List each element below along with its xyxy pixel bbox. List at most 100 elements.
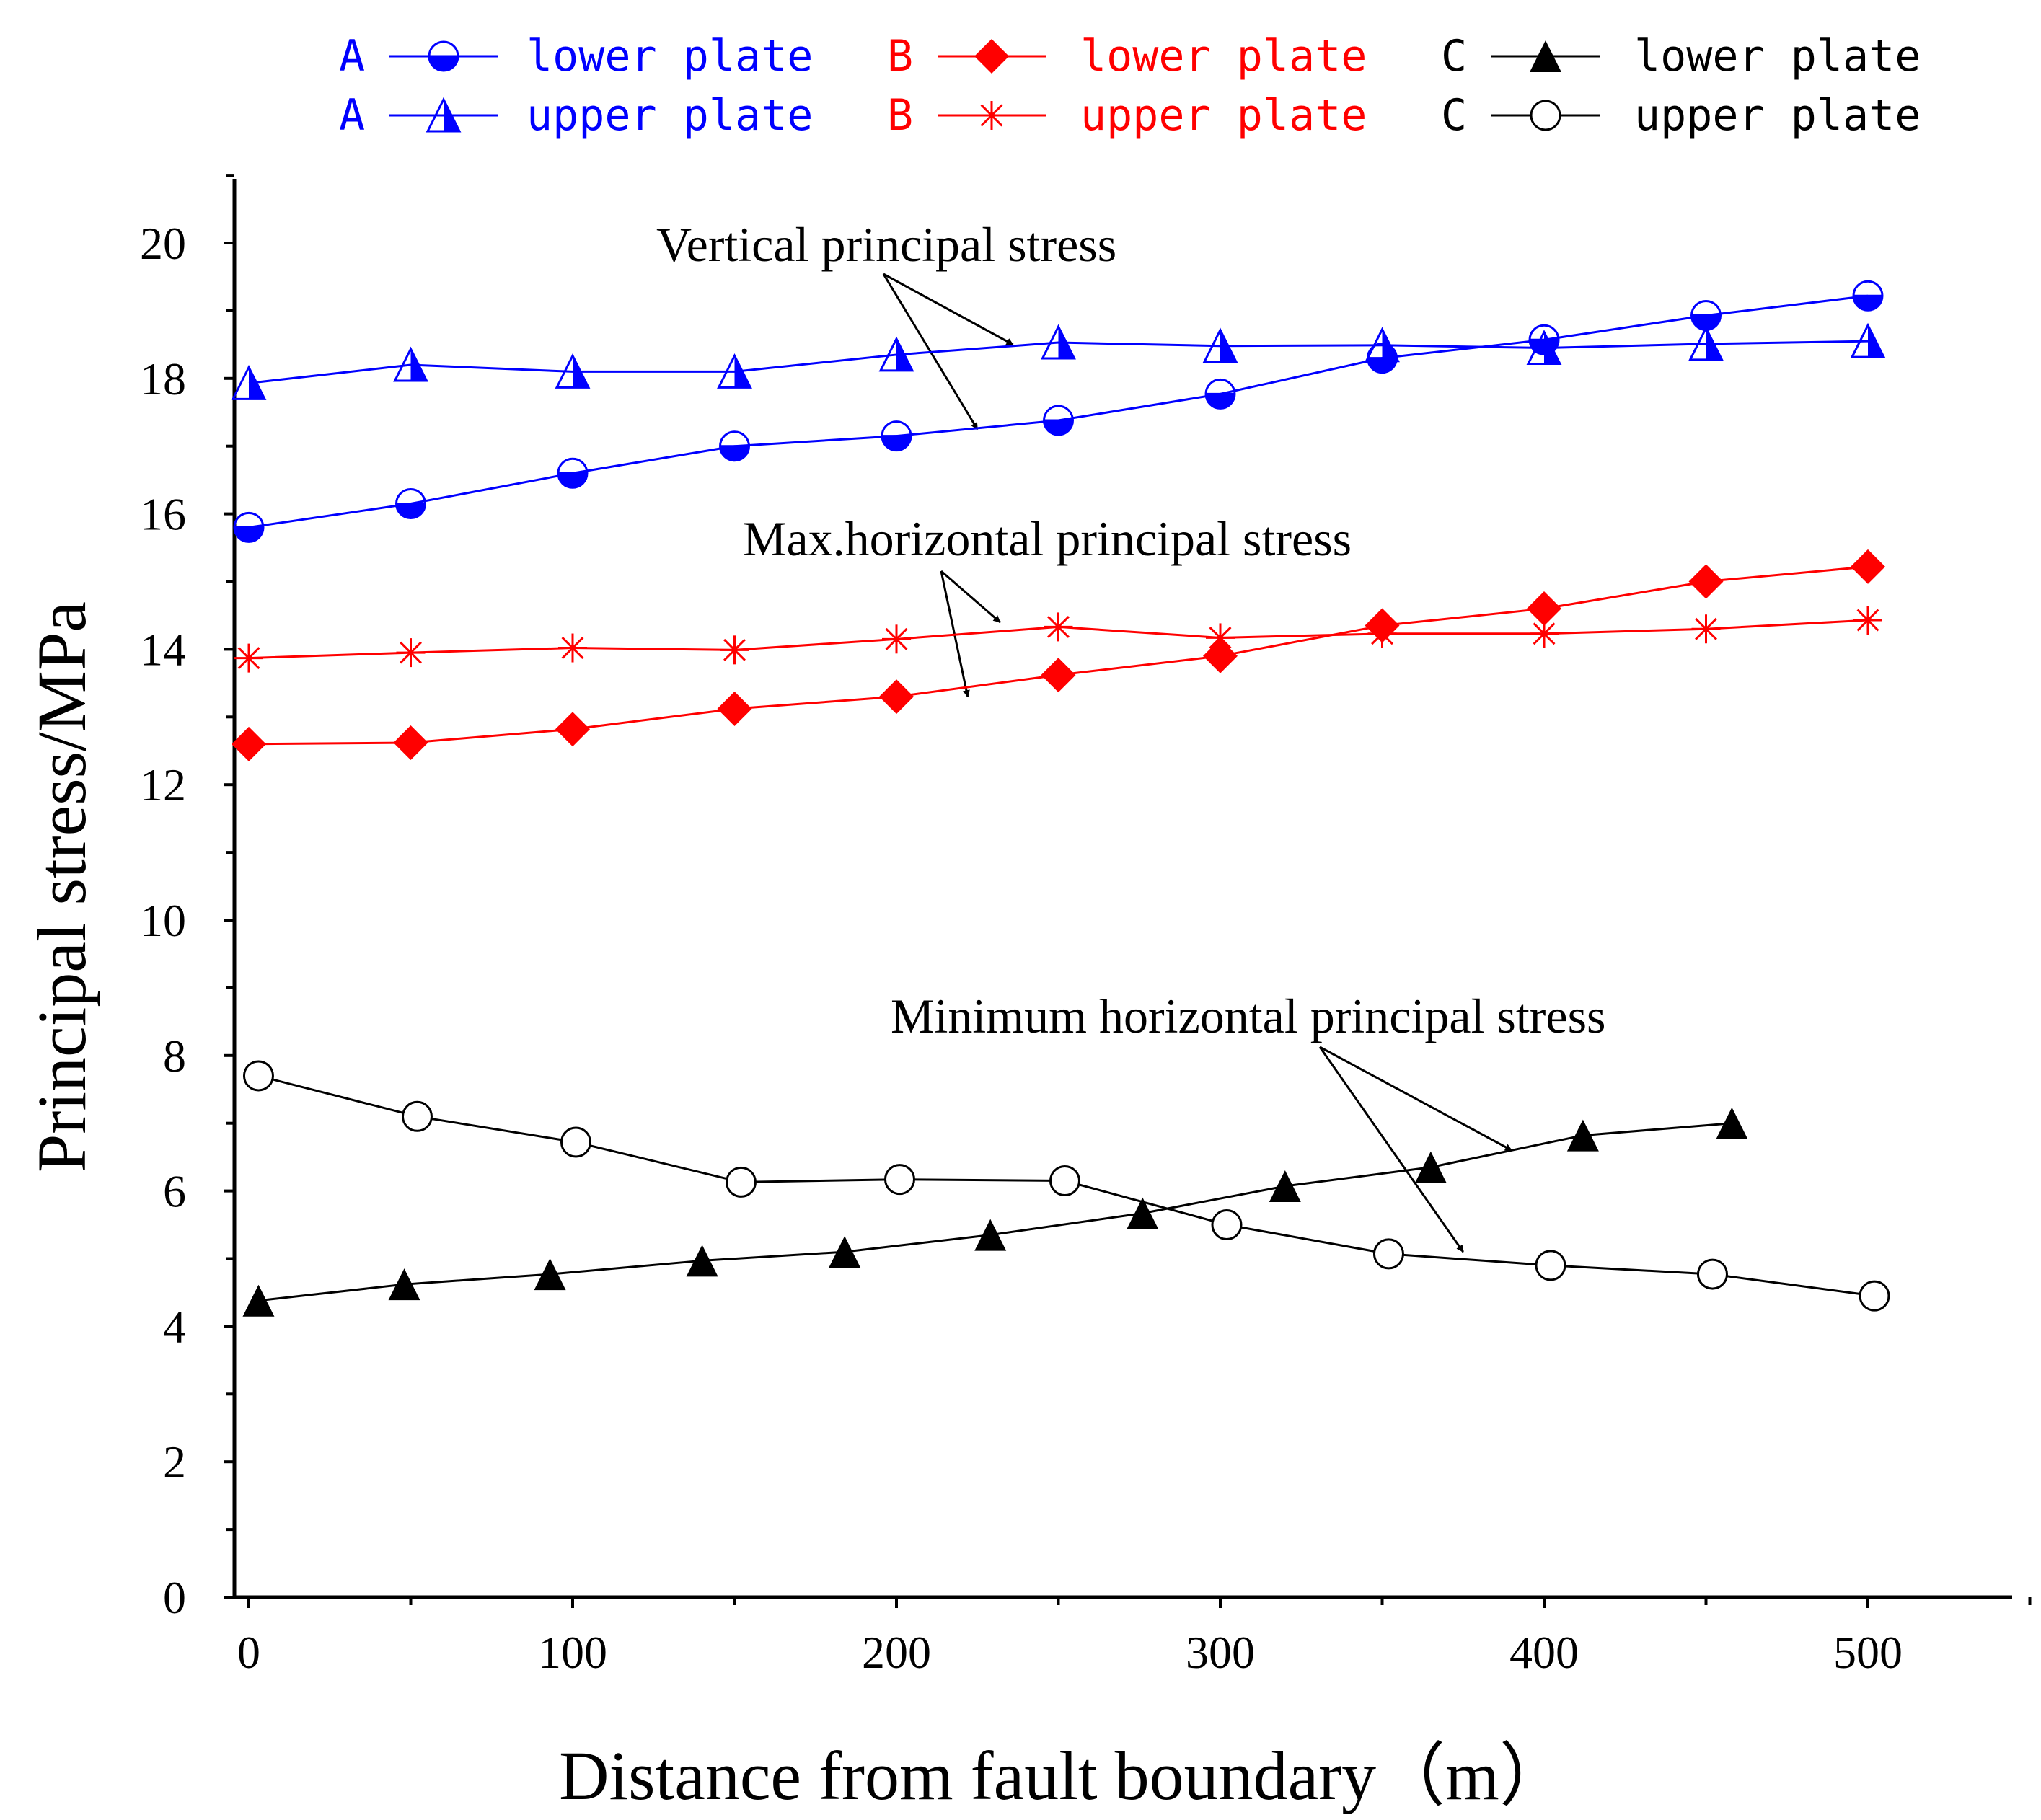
data-point-a-lower-plate-fill: [1044, 420, 1073, 436]
y-tick-label: 0: [163, 1572, 186, 1623]
data-point-a-lower-plate: [1204, 378, 1236, 410]
data-point-b-lower-plate: [1041, 658, 1076, 693]
legend-marker: [428, 40, 459, 72]
data-point-a-lower-plate: [1690, 299, 1722, 331]
data-point-b-upper-plate-stroke-d2: [400, 641, 422, 664]
data-point-c-lower-plate: [974, 1219, 1007, 1251]
data-point-a-upper-plate: [1041, 324, 1076, 360]
y-tick-label: 4: [163, 1301, 186, 1352]
data-point-b-upper-plate-stroke-d2: [1695, 617, 1717, 640]
y-tick-label: 18: [140, 353, 186, 405]
data-point-b-upper-plate-stroke-d2: [1047, 615, 1070, 638]
legend-marker: [426, 97, 462, 133]
data-point-a-upper-plate-outline: [1526, 330, 1562, 366]
y-ticks: 0 2 4 6 8 10 12 14 16 18 20: [140, 174, 234, 1623]
y-axis-title: Principal stress/MPa: [23, 601, 100, 1172]
data-point-a-lower-plate-fill: [1691, 315, 1721, 330]
x-tick-label: 200: [862, 1627, 931, 1678]
y-tick-label: 14: [140, 624, 186, 675]
data-point-c-upper-plate: [1211, 1209, 1243, 1241]
data-point-c-upper-plate: [1372, 1238, 1404, 1270]
data-point-a-lower-plate-fill: [558, 473, 587, 488]
data-point-b-upper-plate: [1044, 612, 1073, 642]
data-point-b-lower-plate: [879, 679, 914, 715]
data-point-c-lower-plate: [1414, 1151, 1447, 1183]
y-tick-label: 8: [163, 1030, 186, 1082]
y-tick-label: 6: [163, 1166, 186, 1217]
annotations: Vertical principal stress Max.horizontal …: [656, 217, 1606, 1253]
data-point-b-upper-plate: [1853, 606, 1882, 635]
x-ticks: 0 100 200 300 400 500: [237, 1597, 2032, 1678]
annotation-label: Max.horizontal principal stress: [743, 511, 1352, 566]
data-point-a-upper-plate: [878, 336, 914, 372]
legend-label: lower plate: [1634, 31, 1921, 81]
data-point-c-upper-plate: [560, 1126, 591, 1158]
legend-marker-stroke-d2: [980, 104, 1003, 127]
annotation-arrow: [1319, 1046, 1512, 1152]
data-point-b-lower-plate: [393, 725, 428, 760]
data-point-c-upper-plate: [242, 1060, 274, 1092]
data-point-a-lower-plate-fill: [1853, 296, 1882, 311]
legend-marker-outline: [426, 97, 462, 133]
data-point-a-lower-plate: [1852, 280, 1884, 312]
x-tick-label: 0: [237, 1627, 260, 1678]
data-point-b-upper-plate: [882, 624, 911, 654]
legend-label: upper plate: [1080, 90, 1367, 141]
data-point-c-lower-plate: [534, 1258, 566, 1291]
legend-label: lower plate: [526, 31, 813, 81]
series-line-c-lower-plate: [258, 1122, 1732, 1302]
data-point-b-upper-plate: [1530, 619, 1559, 648]
data-point-b-upper-plate: [1206, 623, 1235, 653]
y-tick-label: 12: [140, 759, 186, 810]
x-axis-title: Distance from fault boundary（m）: [559, 1737, 1569, 1814]
data-point-c-lower-plate: [242, 1284, 275, 1317]
y-tick-label: 10: [140, 895, 186, 946]
data-point-b-upper-plate: [234, 643, 263, 673]
annotation-label: Vertical principal stress: [656, 217, 1116, 272]
y-tick-label: 20: [140, 218, 186, 269]
legend-group-letter: B: [887, 31, 913, 81]
series-line-b-lower-plate: [248, 565, 1869, 746]
annotation-arrow: [940, 570, 1001, 623]
data-point-a-upper-plate-outline: [1202, 327, 1238, 363]
legend-group-letter: C: [1441, 31, 1467, 81]
annotation-arrow: [1318, 1046, 1464, 1253]
data-point-c-upper-plate: [883, 1164, 915, 1196]
data-point-a-lower-plate: [881, 420, 912, 452]
legend-group-letter: C: [1441, 90, 1467, 141]
series-a-lower-plate: [233, 280, 1884, 543]
data-point-a-upper-plate: [717, 353, 752, 389]
data-point-a-upper-plate: [393, 346, 428, 382]
x-tick-label: 300: [1186, 1627, 1255, 1678]
data-point-a-lower-plate: [395, 488, 426, 520]
data-point-c-lower-plate: [829, 1236, 861, 1268]
data-point-a-upper-plate-outline: [231, 365, 267, 400]
data-point-c-lower-plate: [686, 1245, 718, 1277]
legend-marker: [1530, 40, 1561, 72]
series-b-upper-plate: [234, 606, 1882, 673]
data-point-b-upper-plate-stroke-d2: [561, 637, 584, 659]
data-point-a-upper-plate: [1688, 325, 1724, 361]
data-point-b-upper-plate-stroke-d2: [1209, 626, 1232, 649]
data-point-a-lower-plate: [557, 457, 589, 489]
data-point-b-lower-plate: [1851, 549, 1885, 584]
data-point-a-upper-plate-outline: [1041, 324, 1076, 360]
data-point-a-upper-plate: [1202, 327, 1238, 363]
axes: 0 2 4 6 8 10 12 14 16 18 20 0 100 200 300 400 500 Dista…: [23, 174, 2032, 1814]
data-point-a-lower-plate: [719, 430, 750, 462]
data-point-c-upper-plate: [1696, 1258, 1728, 1290]
data-point-a-upper-plate: [1850, 322, 1886, 358]
series: [231, 280, 1890, 1317]
data-point-a-upper-plate-outline: [555, 353, 591, 389]
data-point-c-upper-plate: [725, 1166, 757, 1198]
data-point-a-upper-plate: [555, 353, 591, 389]
annotation-label: Minimum horizontal principal stress: [891, 989, 1606, 1043]
data-point-a-upper-plate-outline: [1365, 327, 1400, 363]
data-point-b-upper-plate: [1367, 619, 1397, 648]
data-point-b-lower-plate: [1688, 564, 1724, 599]
